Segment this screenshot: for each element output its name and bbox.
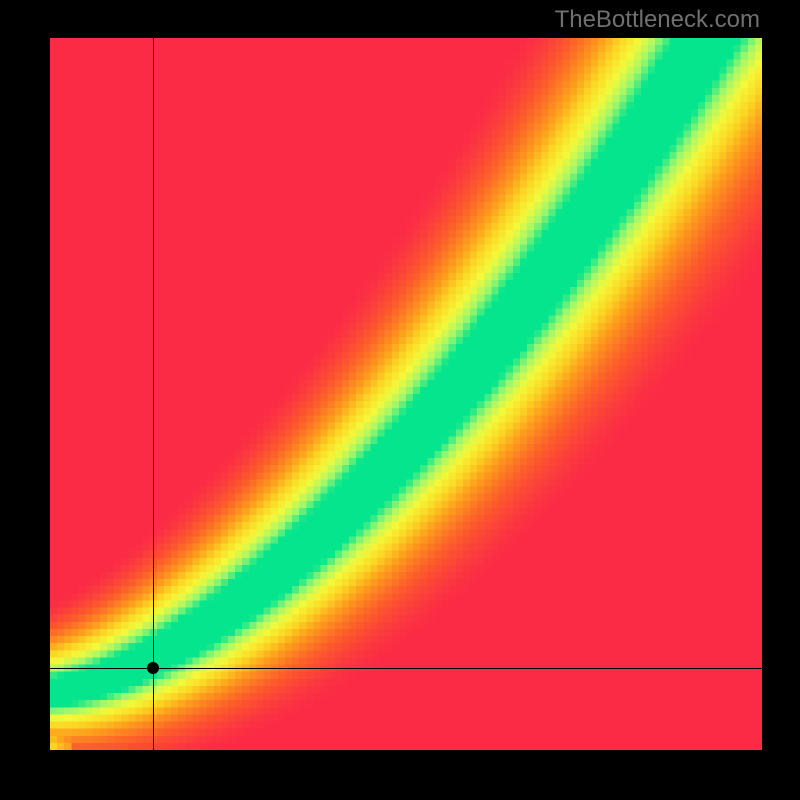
bottom-border-band bbox=[0, 750, 800, 800]
crosshair-vertical-line bbox=[153, 38, 154, 750]
crosshair-marker-dot bbox=[147, 662, 159, 674]
heatmap-plot-area bbox=[50, 38, 762, 750]
attribution-text: TheBottleneck.com bbox=[555, 6, 760, 34]
heatmap-canvas bbox=[50, 38, 762, 750]
